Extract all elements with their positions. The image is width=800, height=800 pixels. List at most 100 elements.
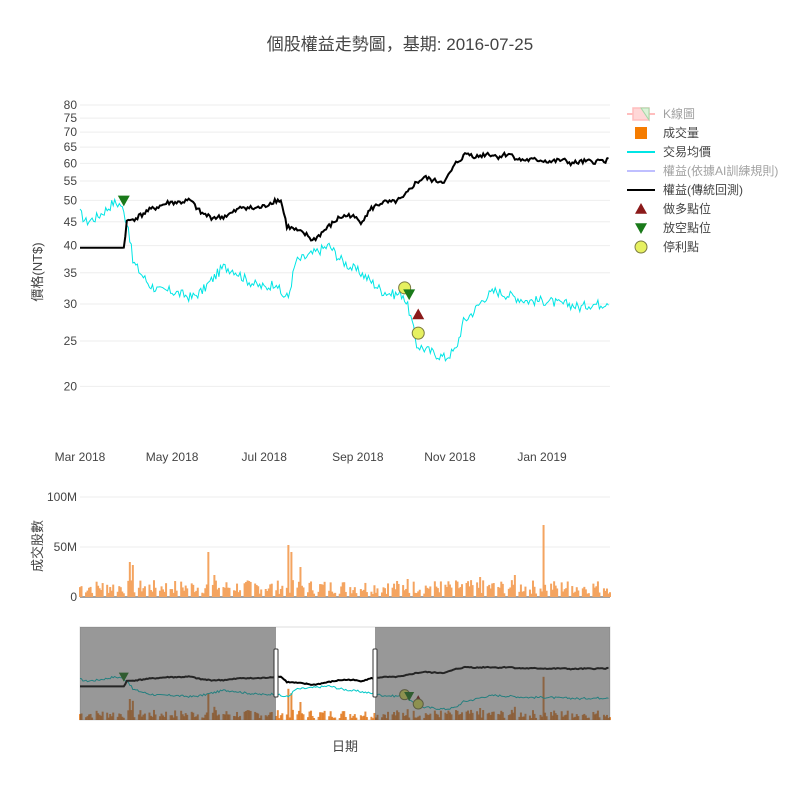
- volume-bar: [352, 590, 355, 597]
- volume-bar: [587, 593, 590, 597]
- volume-bar: [438, 592, 441, 597]
- volume-bar: [195, 590, 198, 597]
- legend-item[interactable]: 成交量: [635, 125, 699, 140]
- volume-bar: [426, 587, 429, 597]
- volume-bar: [572, 592, 575, 597]
- slider-volume-bar: [313, 717, 316, 720]
- volume-bar: [320, 584, 323, 597]
- price-y-tick-label: 45: [64, 215, 78, 229]
- volume-bar: [479, 577, 482, 597]
- volume-bar: [376, 588, 379, 597]
- volume-bar: [374, 592, 377, 597]
- slider-handle-left[interactable]: [273, 648, 279, 698]
- volume-bar: [193, 592, 196, 597]
- volume-bar: [226, 587, 229, 597]
- volume-bar: [172, 592, 175, 597]
- volume-bar: [607, 593, 610, 597]
- slider-volume-bar: [341, 711, 344, 720]
- price-x-tick-label: May 2018: [146, 450, 199, 464]
- volume-bar: [213, 575, 216, 597]
- volume-bar: [396, 580, 399, 597]
- volume-bar: [458, 588, 461, 597]
- volume-bar: [556, 588, 559, 597]
- volume-bar: [279, 588, 282, 597]
- volume-bar: [542, 525, 545, 597]
- volume-bar: [435, 586, 438, 597]
- legend-item[interactable]: 權益(傳統回測): [627, 183, 743, 197]
- volume-bar: [406, 579, 409, 597]
- volume-bar: [310, 581, 313, 597]
- volume-bar: [492, 583, 495, 597]
- volume-bar: [311, 590, 314, 597]
- range-slider[interactable]: [79, 626, 611, 721]
- slider-volume-bar: [279, 715, 282, 720]
- legend-label: 權益(傳統回測): [663, 183, 743, 197]
- volume-bar: [159, 590, 162, 597]
- volume-bar: [307, 592, 310, 597]
- volume-bar: [128, 562, 131, 597]
- price-axis-title: 價格(NT$): [30, 242, 45, 301]
- volume-bar: [445, 587, 448, 597]
- volume-bar: [566, 581, 569, 597]
- volume-bar: [402, 585, 405, 597]
- volume-bar: [344, 591, 347, 597]
- volume-bar: [151, 591, 154, 597]
- volume-y-tick-label: 100M: [47, 490, 77, 504]
- volume-bar: [216, 589, 219, 597]
- volume-bar: [338, 593, 341, 597]
- volume-bar: [583, 586, 586, 597]
- volume-bar: [107, 592, 110, 597]
- slider-volume-bar: [320, 712, 323, 720]
- volume-bar: [139, 580, 142, 597]
- volume-bar: [334, 592, 337, 597]
- volume-bar: [331, 591, 334, 597]
- volume-bar: [353, 587, 356, 597]
- volume-bar: [217, 587, 220, 597]
- volume-bar: [461, 584, 464, 597]
- legend-label: K線圖: [663, 106, 695, 121]
- trade-markers: [117, 195, 425, 340]
- volume-bar: [477, 587, 480, 597]
- volume-bar: [350, 593, 353, 597]
- volume-bar: [190, 583, 193, 597]
- legend-item[interactable]: K線圖: [627, 106, 695, 122]
- slider-handle-right[interactable]: [372, 648, 378, 698]
- legend-item[interactable]: 停利點: [634, 239, 699, 254]
- legend-label: 成交量: [663, 125, 699, 140]
- volume-bar: [456, 581, 459, 597]
- volume-bar: [467, 581, 470, 597]
- slider-volume-bar: [285, 714, 288, 720]
- legend-item[interactable]: 權益(依據AI訓練規則): [627, 163, 778, 178]
- volume-bar: [285, 587, 288, 597]
- legend-item[interactable]: 交易均價: [627, 144, 711, 159]
- volume-bar: [234, 590, 237, 597]
- volume-bar: [518, 591, 521, 597]
- legend-item[interactable]: 做多點位: [635, 201, 711, 216]
- slider-volume-bar: [361, 716, 364, 720]
- volume-bar: [317, 591, 320, 597]
- volume-bar: [391, 587, 394, 597]
- short-entry-marker: [117, 195, 130, 207]
- volume-bar: [412, 581, 415, 597]
- slider-volume-bar: [353, 714, 356, 720]
- volume-bar: [498, 587, 501, 597]
- volume-bar: [593, 587, 596, 597]
- volume-bar: [254, 583, 257, 597]
- legend-item[interactable]: 放空點位: [635, 220, 711, 235]
- volume-bar: [541, 591, 544, 597]
- volume-bar: [605, 588, 608, 597]
- volume-bar: [362, 589, 365, 597]
- volume-bar: [454, 580, 457, 597]
- legend-swatch-triangle-down: [635, 223, 647, 234]
- volume-bar: [205, 584, 208, 597]
- volume-bar: [371, 593, 374, 597]
- volume-bar: [507, 588, 510, 597]
- slider-volume-bar: [338, 718, 341, 720]
- volume-bar: [89, 586, 92, 597]
- volume-bar: [343, 582, 346, 597]
- slider-volume-bar: [302, 714, 305, 720]
- volume-bar: [528, 589, 531, 597]
- volume-bar: [370, 591, 373, 597]
